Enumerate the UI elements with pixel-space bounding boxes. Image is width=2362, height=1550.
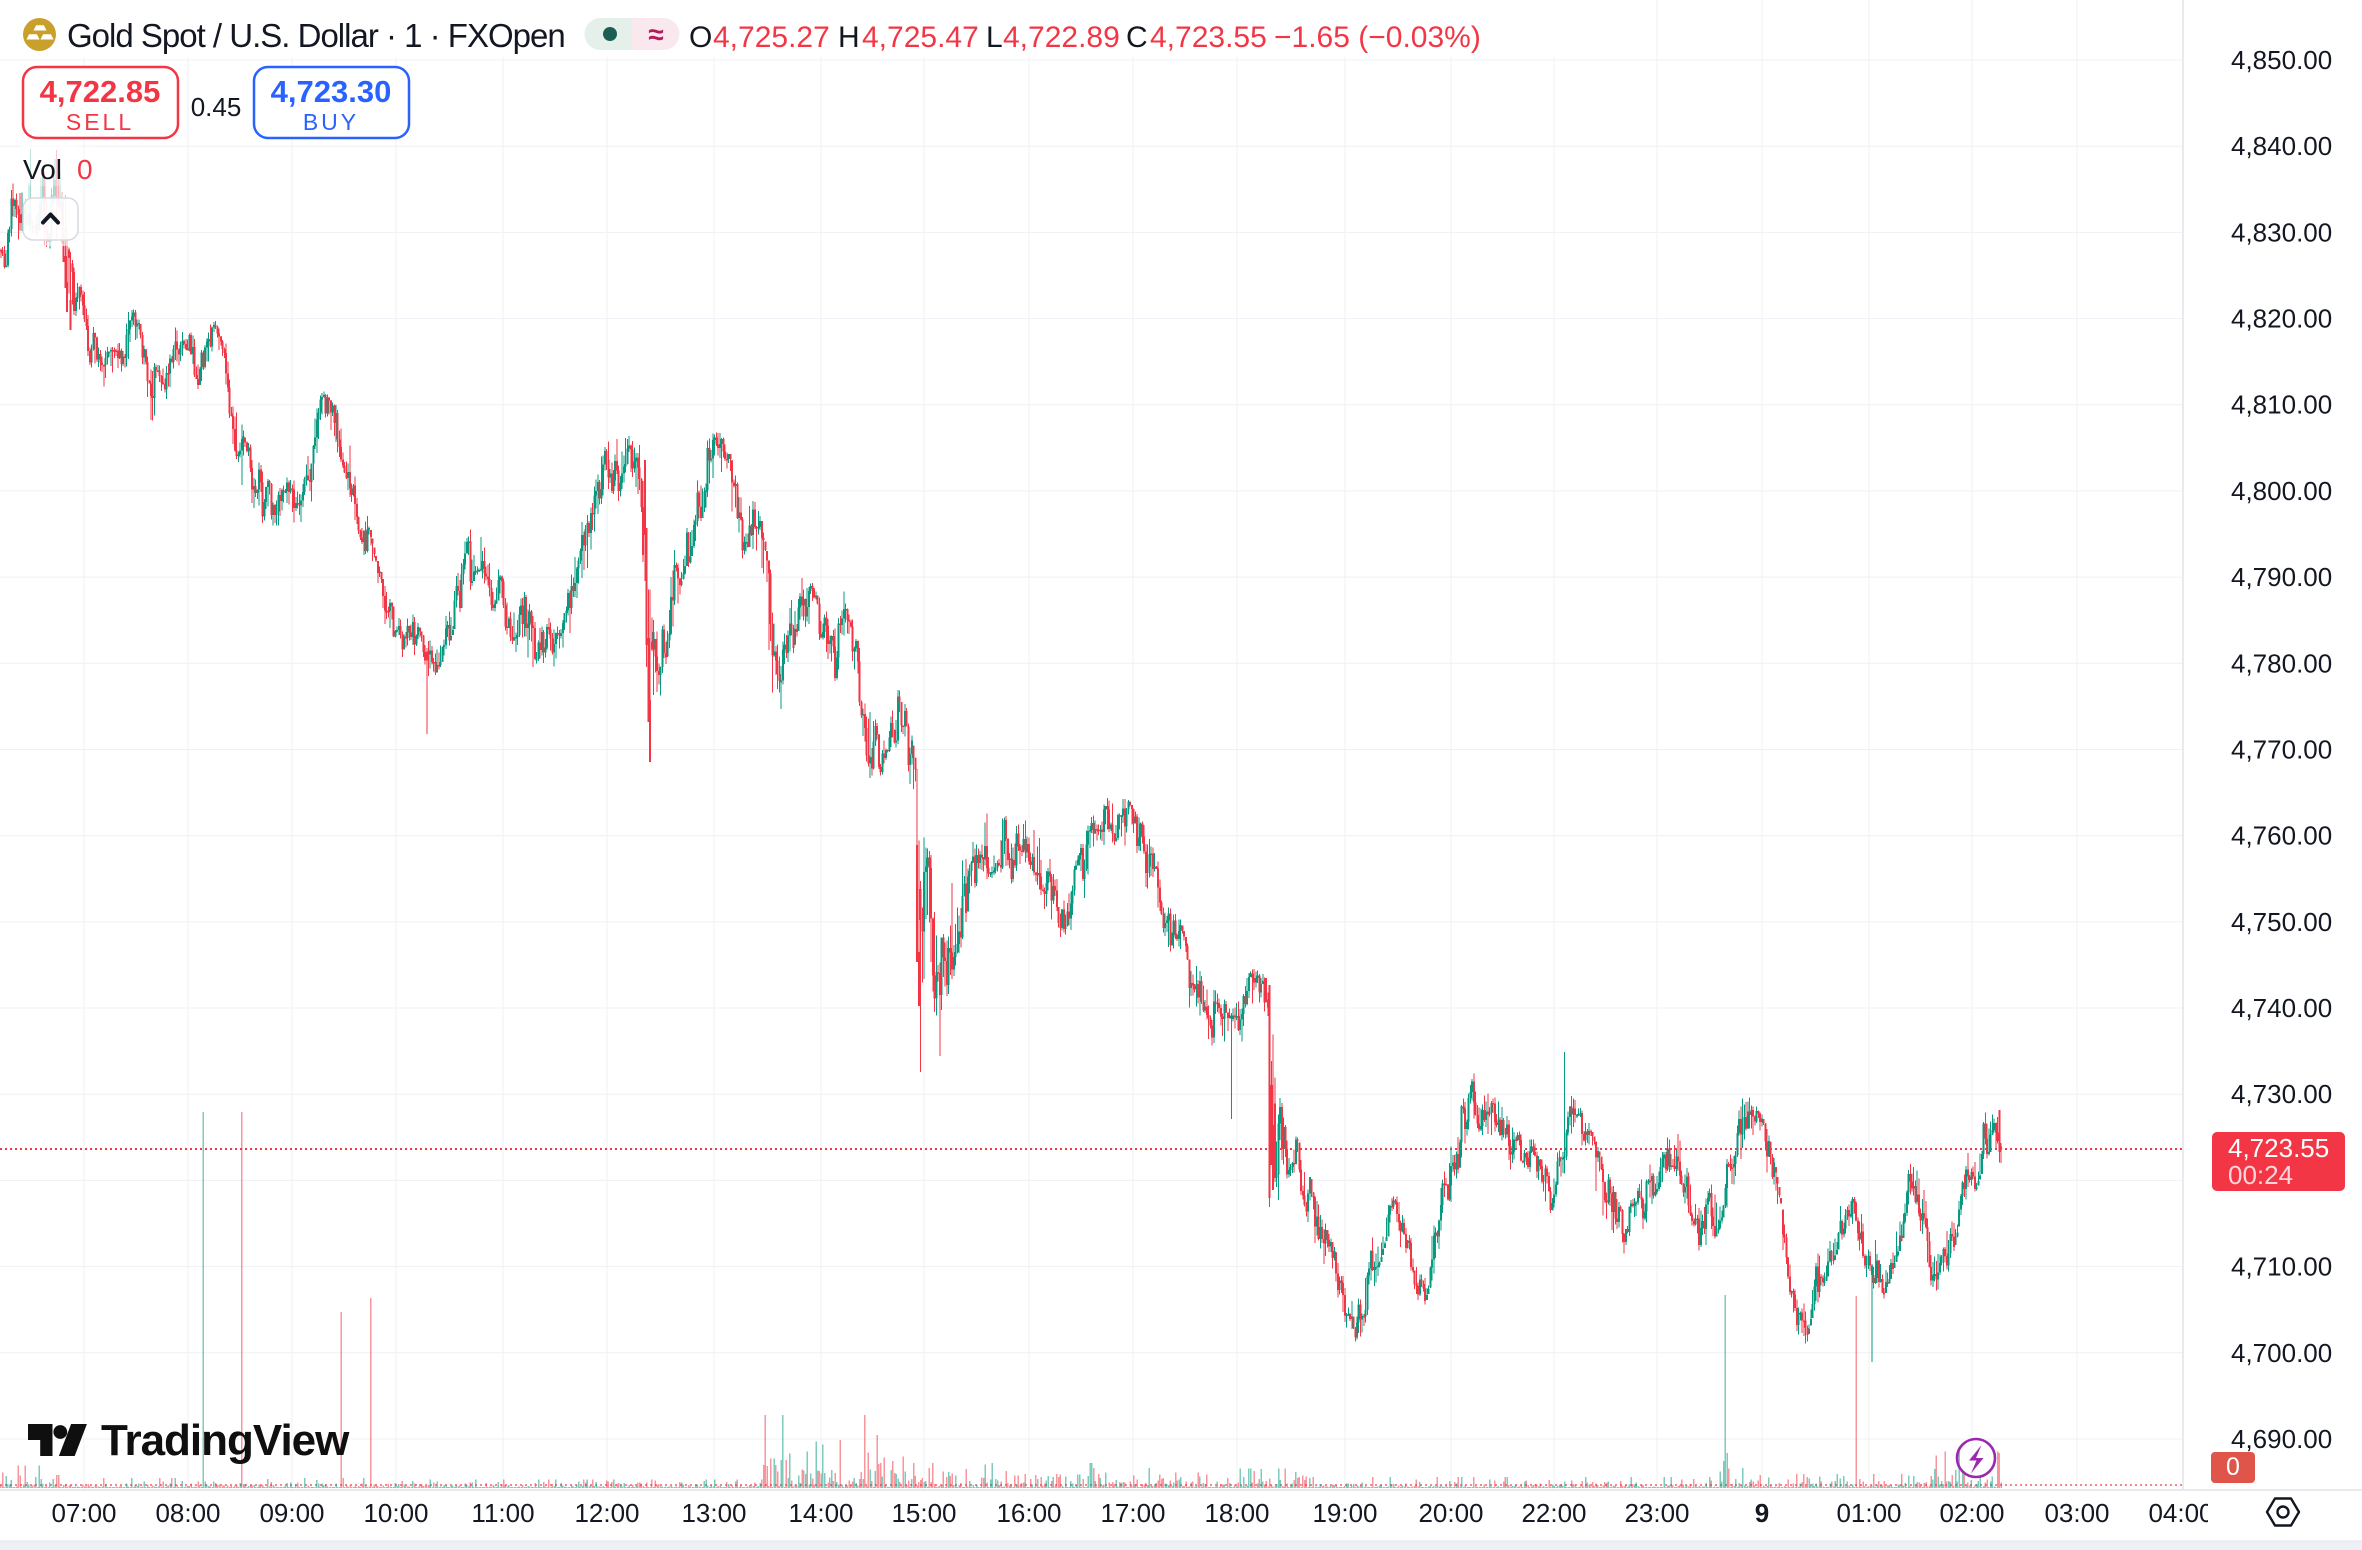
svg-text:09:00: 09:00 [259, 1498, 324, 1528]
svg-text:4,723.55: 4,723.55 [2228, 1133, 2329, 1163]
svg-text:Vol: Vol [23, 154, 62, 185]
svg-text:≈: ≈ [648, 19, 663, 50]
svg-text:4,770.00: 4,770.00 [2231, 735, 2332, 765]
svg-text:10:00: 10:00 [363, 1498, 428, 1528]
svg-text:18:00: 18:00 [1204, 1498, 1269, 1528]
svg-text:0: 0 [77, 154, 93, 185]
svg-text:4,800.00: 4,800.00 [2231, 476, 2332, 506]
svg-text:04:00: 04:00 [2148, 1498, 2213, 1528]
svg-text:BUY: BUY [303, 109, 359, 135]
svg-text:0.45: 0.45 [191, 92, 242, 122]
svg-text:9: 9 [1755, 1498, 1769, 1528]
svg-text:07:00: 07:00 [51, 1498, 116, 1528]
svg-text:4,723.55: 4,723.55 [1150, 21, 1267, 54]
svg-text:4,810.00: 4,810.00 [2231, 390, 2332, 420]
svg-text:17:00: 17:00 [1100, 1498, 1165, 1528]
svg-text:22:00: 22:00 [1521, 1498, 1586, 1528]
svg-text:4,820.00: 4,820.00 [2231, 304, 2332, 334]
svg-text:−1.65 (−0.03%): −1.65 (−0.03%) [1274, 21, 1481, 54]
svg-text:4,850.00: 4,850.00 [2231, 45, 2332, 75]
svg-text:Gold Spot / U.S. Dollar · 1 ·: Gold Spot / U.S. Dollar · 1 · FXOpen [67, 17, 565, 54]
svg-text:4,760.00: 4,760.00 [2231, 821, 2332, 851]
svg-text:4,730.00: 4,730.00 [2231, 1079, 2332, 1109]
svg-text:4,740.00: 4,740.00 [2231, 993, 2332, 1023]
svg-text:23:00: 23:00 [1624, 1498, 1689, 1528]
svg-text:4,750.00: 4,750.00 [2231, 907, 2332, 937]
svg-text:01:00: 01:00 [1836, 1498, 1901, 1528]
svg-text:4,690.00: 4,690.00 [2231, 1424, 2332, 1454]
svg-text:C: C [1126, 21, 1148, 54]
svg-text:O: O [689, 21, 712, 54]
svg-text:00:24: 00:24 [2228, 1160, 2293, 1190]
svg-text:TradingView: TradingView [101, 1416, 350, 1465]
svg-text:12:00: 12:00 [574, 1498, 639, 1528]
svg-text:16:00: 16:00 [996, 1498, 1061, 1528]
svg-text:4,722.85: 4,722.85 [40, 74, 161, 109]
svg-text:SELL: SELL [66, 109, 134, 135]
svg-text:15:00: 15:00 [891, 1498, 956, 1528]
svg-text:4,710.00: 4,710.00 [2231, 1252, 2332, 1282]
svg-text:19:00: 19:00 [1312, 1498, 1377, 1528]
svg-text:4,780.00: 4,780.00 [2231, 648, 2332, 678]
svg-text:4,725.27: 4,725.27 [713, 21, 830, 54]
svg-text:03:00: 03:00 [2044, 1498, 2109, 1528]
svg-text:11:00: 11:00 [471, 1498, 534, 1528]
svg-text:02:00: 02:00 [1939, 1498, 2004, 1528]
svg-text:H: H [838, 21, 860, 54]
svg-text:4,840.00: 4,840.00 [2231, 131, 2332, 161]
svg-text:0: 0 [2226, 1453, 2240, 1481]
svg-text:4,790.00: 4,790.00 [2231, 562, 2332, 592]
svg-text:14:00: 14:00 [788, 1498, 853, 1528]
svg-text:4,722.89: 4,722.89 [1003, 21, 1120, 54]
svg-text:4,830.00: 4,830.00 [2231, 217, 2332, 247]
svg-text:4,723.30: 4,723.30 [271, 74, 392, 109]
svg-text:13:00: 13:00 [681, 1498, 746, 1528]
svg-text:08:00: 08:00 [155, 1498, 220, 1528]
svg-text:20:00: 20:00 [1418, 1498, 1483, 1528]
svg-text:L: L [986, 21, 1003, 54]
svg-text:4,725.47: 4,725.47 [862, 21, 979, 54]
svg-text:4,700.00: 4,700.00 [2231, 1338, 2332, 1368]
